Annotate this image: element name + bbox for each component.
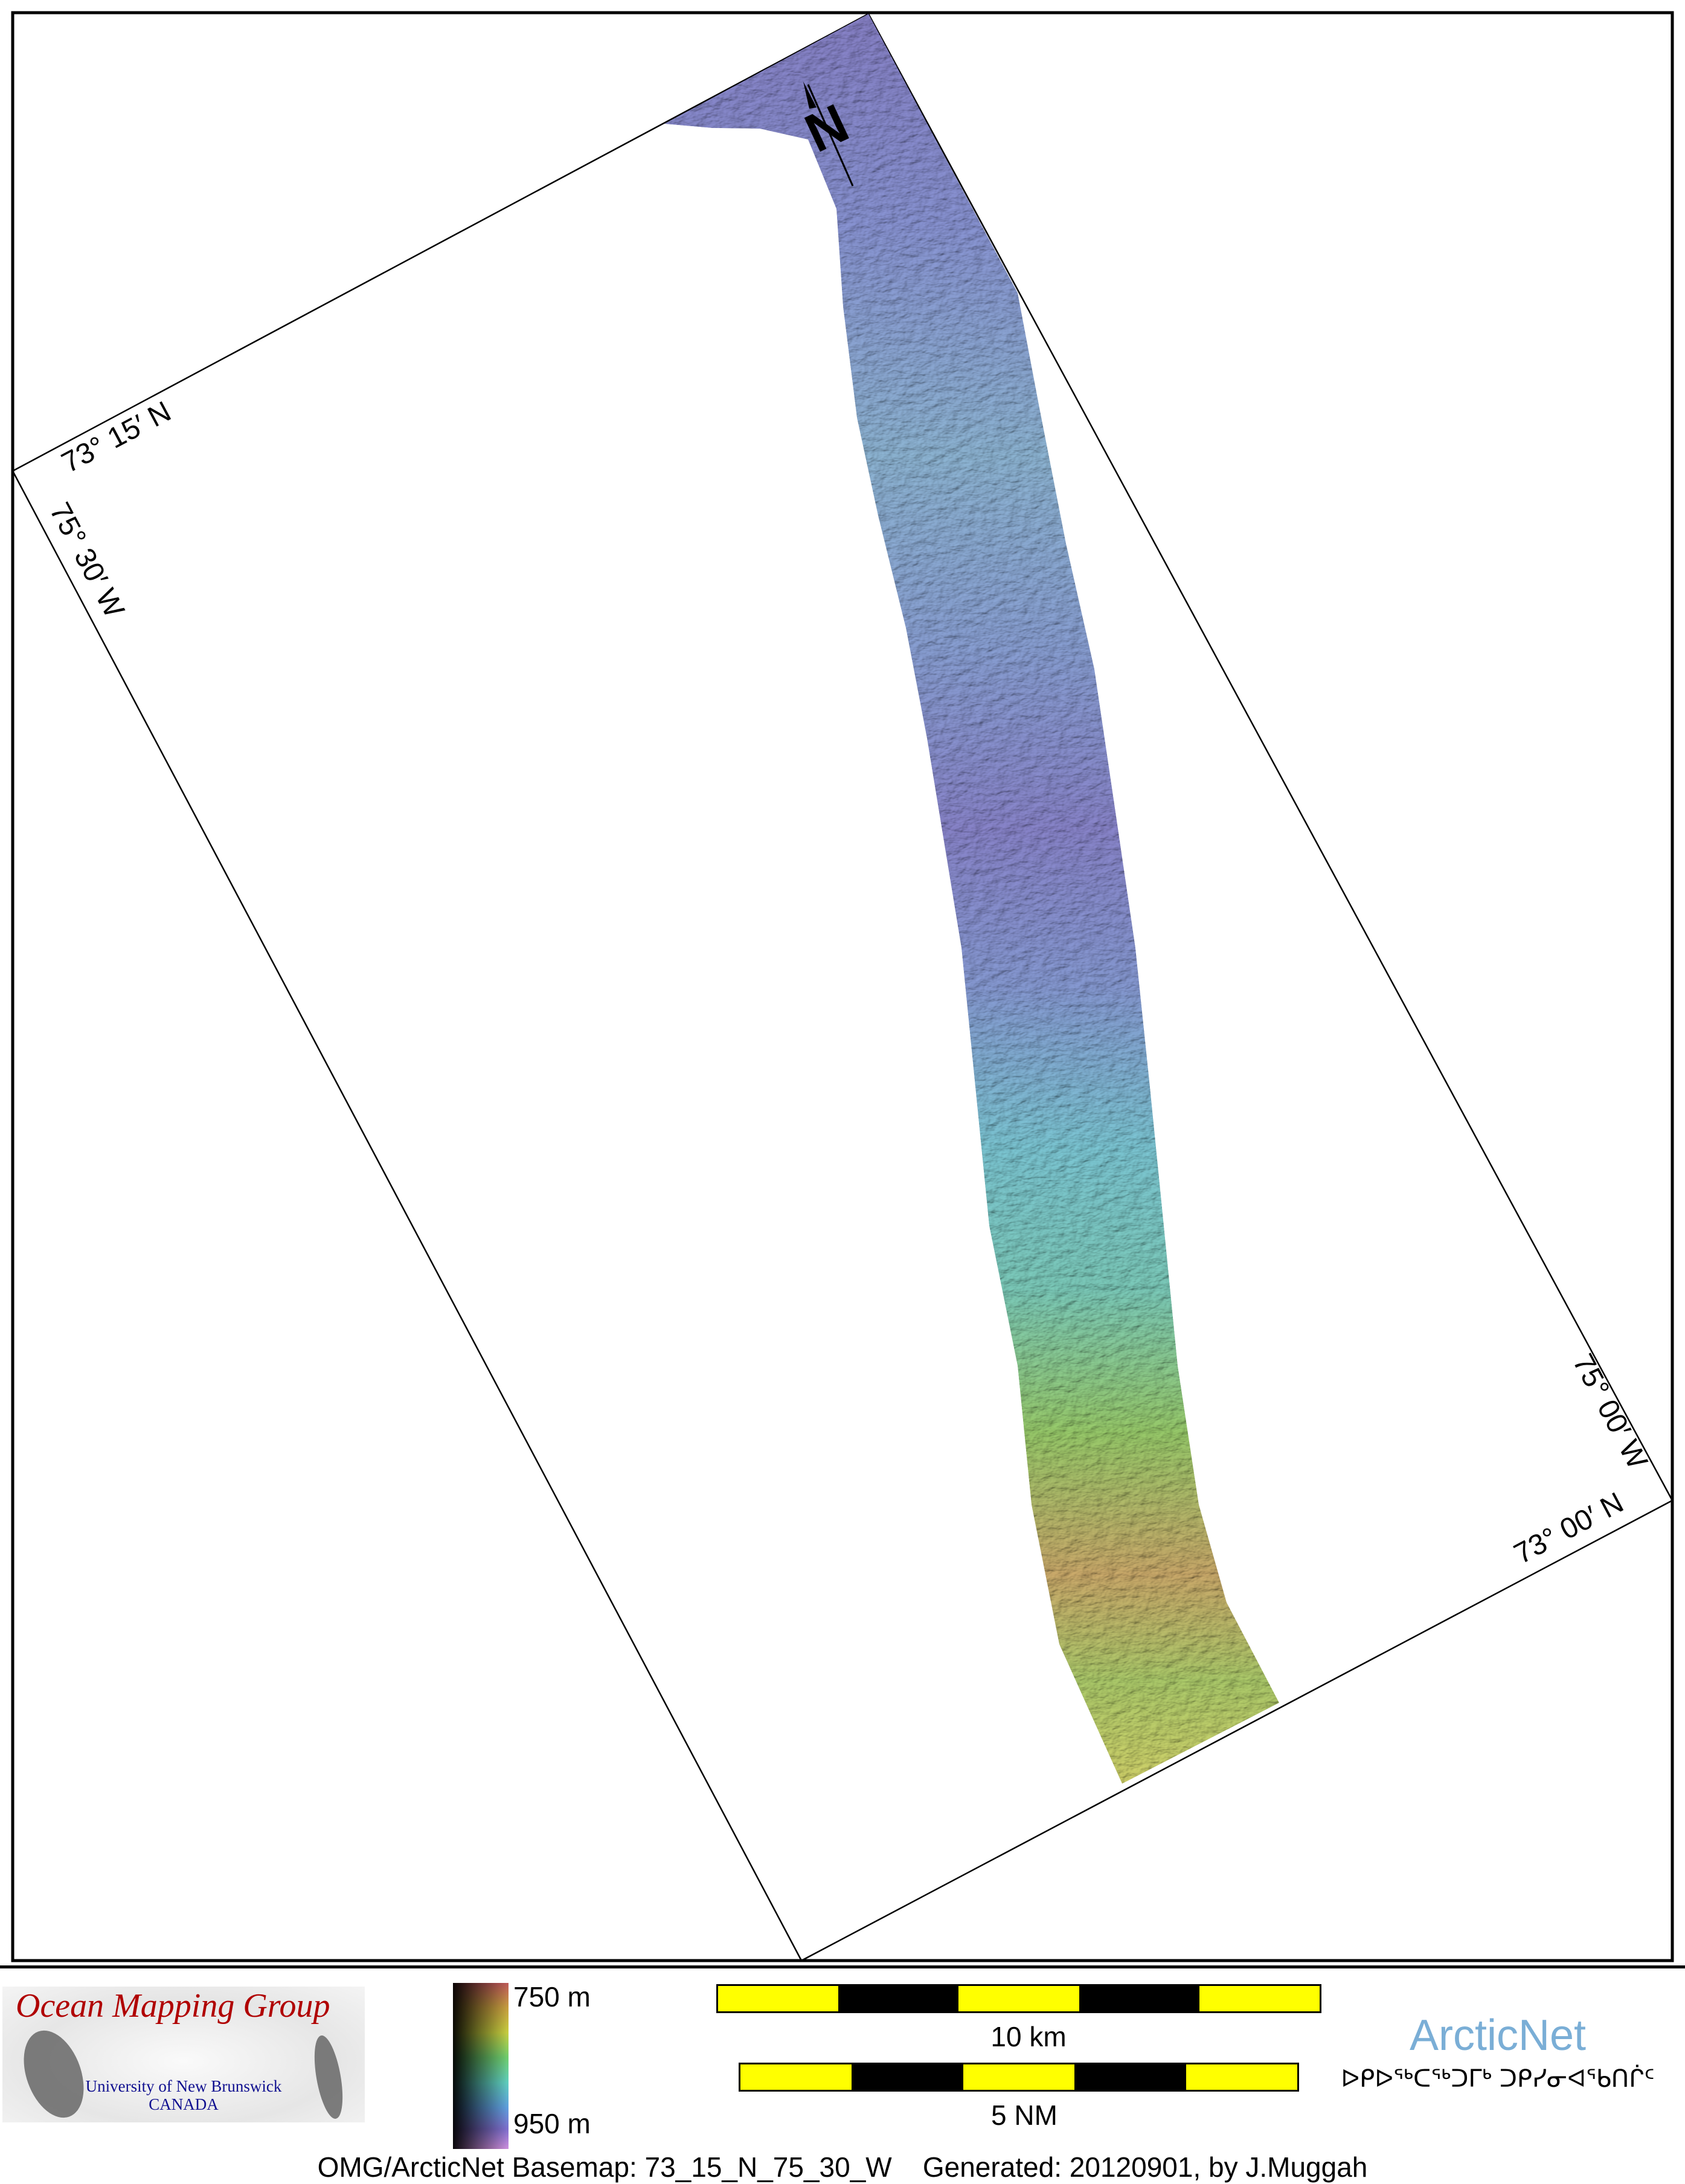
depth-max-label: 950 m bbox=[513, 2108, 591, 2139]
omg-university: University of New Brunswick bbox=[85, 2077, 282, 2095]
lon-label-right: 75° 00′ W bbox=[1567, 1349, 1654, 1475]
bathymetry-swath bbox=[664, 14, 1279, 1784]
legend-panel: Ocean Mapping Group University of New Br… bbox=[0, 1970, 1685, 2184]
scale-bar-km bbox=[716, 1984, 1321, 2013]
depth-colorbar bbox=[453, 1983, 509, 2149]
depth-min-label: 750 m bbox=[513, 1981, 591, 2013]
scale-bar-nm bbox=[739, 2063, 1299, 2092]
footer-caption: OMG/ArcticNet Basemap: 73_15_N_75_30_W G… bbox=[317, 2151, 1368, 2183]
omg-country: CANADA bbox=[149, 2095, 219, 2113]
omg-logo: Ocean Mapping Group University of New Br… bbox=[2, 1987, 365, 2126]
scale-km-label: 10 km bbox=[990, 2021, 1067, 2052]
outer-border bbox=[11, 11, 1674, 1962]
omg-title: Ocean Mapping Group bbox=[16, 1987, 330, 2025]
lat-label-bottom: 73° 00′ N bbox=[1509, 1487, 1629, 1571]
lon-label-left: 75° 30′ W bbox=[43, 498, 130, 623]
scale-nm-label: 5 NM bbox=[991, 2099, 1058, 2131]
arcticnet-syllabics: ᐅᑭᐅᖅᑕᖅᑐᒥᒃ ᑐᑭᓯᓂᐊᖃᑎᒌᑦ bbox=[1341, 2065, 1655, 2093]
bathymetry-map: N 73° 15′ N 75° 30′ W 75° 00′ W 73° 00′ … bbox=[0, 11, 1685, 1968]
arcticnet-logo: ArcticNet bbox=[1409, 2011, 1587, 2060]
map-frame bbox=[11, 13, 1674, 1962]
